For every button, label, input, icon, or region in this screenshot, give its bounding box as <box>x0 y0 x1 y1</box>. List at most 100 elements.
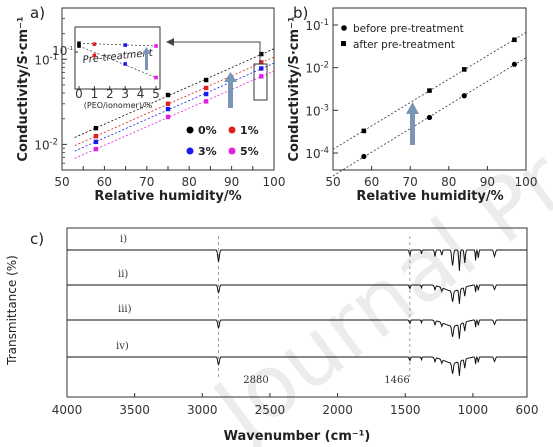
panel-a-chart: a) 50 60 70 80 90 100 10-210-1 Relative humid… <box>16 4 285 204</box>
panel-c-spectrum-line <box>67 248 527 271</box>
panel-a-x-tick-label: 80 <box>182 175 197 189</box>
panel-a-y-tick-label: 10-1 <box>34 51 58 67</box>
panel-b-legend-label: after pre-treatment <box>353 39 455 51</box>
annotation-1466: 1466 <box>384 375 409 386</box>
panel-c-x-tick-label: 600 <box>516 403 539 417</box>
panel-b-x-axis-label: Relative humidity/% <box>356 189 503 204</box>
inset-x-tick-label: 5 <box>152 87 160 101</box>
panel-a-x-tick-label: 60 <box>97 175 112 189</box>
panel-c-x-tick-label: 2500 <box>255 403 286 417</box>
inset-x-tick-label: 3 <box>121 87 129 101</box>
panel-a-legend-label: 1% <box>240 124 259 137</box>
panel-c-spectrum-line <box>67 318 527 339</box>
panel-c-y-axis-label: Transmittance (%) <box>5 255 19 366</box>
panel-b-arrow-head <box>406 102 419 114</box>
panel-a-data-point <box>259 51 264 57</box>
panel-c-spectrum-label: i) <box>120 234 127 245</box>
panel-a-x-tick-label: 90 <box>224 175 239 189</box>
panel-b-legend-marker <box>341 41 346 46</box>
panel-b-legend-label: before pre-treatment <box>353 23 464 35</box>
panel-b-data-point <box>511 61 518 67</box>
panel-a-data-point <box>93 146 99 152</box>
panel-c-x-tick-label: 2000 <box>322 403 353 417</box>
panel-a-data-point <box>259 74 264 79</box>
panel-b-x-tick-label: 80 <box>441 175 456 189</box>
panel-b-legend-marker <box>341 25 347 31</box>
panel-b-x-tick-label: 60 <box>364 175 379 189</box>
panel-b-x-tick-label: 70 <box>403 175 418 189</box>
panel-a-data-point <box>259 66 264 71</box>
panel-c-plot-frame <box>66 227 528 398</box>
inset-x-tick-label: 0 <box>75 87 83 101</box>
panel-a-legend-label: 0% <box>198 124 217 137</box>
inset-connector-arrowhead <box>166 38 174 46</box>
panel-a-data-point <box>165 92 171 98</box>
panel-b-data-point <box>426 114 433 121</box>
panel-a-data-point <box>259 60 264 65</box>
inset-x-axis-label: (PEO/ionomer)/% <box>84 101 153 110</box>
panel-a-data-point <box>93 125 99 131</box>
panel-a-label: a) <box>30 4 45 22</box>
inset-data-point <box>92 53 97 58</box>
panel-a-data-point <box>203 99 209 104</box>
panel-b-plot-frame <box>332 7 527 171</box>
panel-c-spectrum-label: iv) <box>116 341 129 352</box>
inset-arrow-head <box>142 47 151 54</box>
inset-data-point <box>92 42 97 46</box>
panel-b-legend: before pre-treatment after pre-treatment <box>341 23 464 51</box>
panel-c-spectrum-label: iii) <box>118 304 132 315</box>
panel-b-data-point <box>512 37 517 43</box>
panel-c-spectrum-label: ii) <box>118 269 128 280</box>
panel-c-chart: c) i) ii) iii) iv) 4000 3500 3000 2500 2000 1500… <box>5 227 539 444</box>
inset-x-tick-label: 1 <box>91 87 99 101</box>
panel-a-data-point <box>203 77 209 83</box>
panel-a-data-point <box>93 133 99 139</box>
panel-c-x-tick-label: 1000 <box>458 403 489 417</box>
panel-a-x-tick-label: 50 <box>54 175 69 189</box>
panel-a-legend-label: 3% <box>198 145 217 158</box>
panel-a-x-tick-label: 70 <box>139 175 154 189</box>
panel-b-data-point <box>427 88 432 93</box>
inset-x-tick-label: 4 <box>137 87 145 101</box>
inset-fit-line <box>78 45 157 78</box>
panel-c-x-axis-label: Wavenumber (cm⁻¹) <box>224 429 371 444</box>
panel-b-data-point <box>461 93 467 99</box>
panel-a-legend-marker <box>186 147 194 155</box>
panel-a-data-point <box>203 91 209 97</box>
inset-fit-line <box>78 42 157 47</box>
panel-b-x-tick-label: 50 <box>325 175 340 189</box>
panel-a-legend-marker <box>186 126 194 134</box>
trend-arrow-shaft <box>228 80 233 108</box>
panel-c-spectrum-line <box>67 355 527 376</box>
panel-a-fit-line <box>74 62 275 152</box>
panel-b-y-axis-label: Conductivity/S·cm⁻¹ <box>287 16 302 161</box>
panel-a-legend: 0% 1% 3% 5% <box>186 124 259 158</box>
inset-data-point <box>154 44 158 48</box>
panel-a-data-point <box>93 139 99 145</box>
panel-b-y-tick-label: 10-2 <box>305 60 329 76</box>
panel-b-data-point <box>361 128 367 134</box>
panel-a-x-tick-label: 100 <box>263 175 286 189</box>
panel-b-data-point <box>461 67 467 72</box>
panel-b-y-tick-label: 10-1 <box>305 17 329 33</box>
inset-data-point <box>123 43 127 47</box>
panel-a-legend-label: 5% <box>240 145 259 158</box>
panel-a-fit-line <box>74 48 275 138</box>
panel-c-x-tick-label: 3500 <box>119 403 150 417</box>
inset-data-point <box>77 44 81 48</box>
panel-a-data-point <box>203 85 209 91</box>
inset-data-point <box>123 62 127 66</box>
panel-a-data-point <box>165 101 171 106</box>
panel-b-y-tick-label: 10-3 <box>305 102 329 118</box>
panel-b-x-tick-label: 90 <box>480 175 495 189</box>
trend-arrow-head <box>224 72 237 82</box>
inset-y-tick-label: 10-1 <box>52 44 73 58</box>
panel-c-x-tick-label: 1500 <box>390 403 421 417</box>
panel-a-data-point <box>165 106 171 112</box>
inset-data-point <box>77 41 81 46</box>
panel-b-y-tick-label: 10-4 <box>305 145 329 161</box>
panel-b-data-point <box>361 153 367 160</box>
panel-b-label: b) <box>293 4 308 22</box>
